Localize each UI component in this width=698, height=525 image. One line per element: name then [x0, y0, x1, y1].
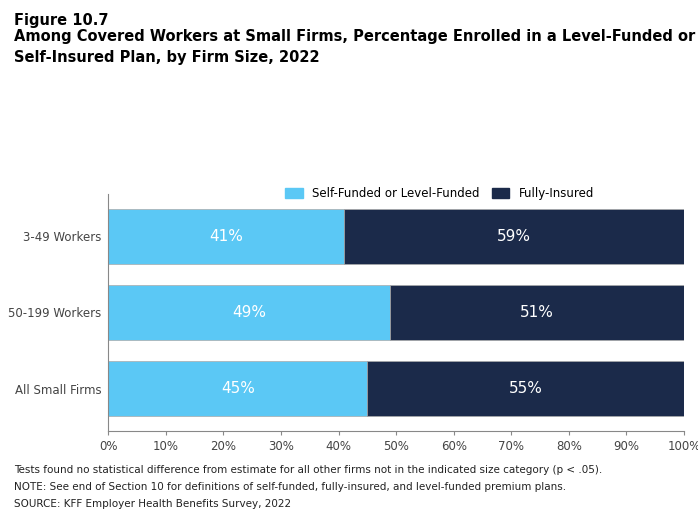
Text: Tests found no statistical difference from estimate for all other firms not in t: Tests found no statistical difference fr… [14, 465, 602, 475]
Text: NOTE: See end of Section 10 for definitions of self-funded, fully-insured, and l: NOTE: See end of Section 10 for definiti… [14, 482, 566, 492]
Bar [108, 361, 367, 416]
Text: 55%: 55% [509, 381, 542, 396]
Text: 41%: 41% [209, 229, 243, 244]
Text: SOURCE: KFF Employer Health Benefits Survey, 2022: SOURCE: KFF Employer Health Benefits Sur… [14, 499, 291, 509]
Text: Among Covered Workers at Small Firms, Percentage Enrolled in a Level-Funded or: Among Covered Workers at Small Firms, Pe… [14, 29, 695, 44]
Text: 59%: 59% [497, 229, 531, 244]
Bar [344, 209, 684, 264]
Bar [108, 285, 390, 340]
Bar [390, 285, 684, 340]
Text: Self-Insured Plan, by Firm Size, 2022: Self-Insured Plan, by Firm Size, 2022 [14, 50, 320, 65]
Bar [108, 209, 344, 264]
Text: Figure 10.7: Figure 10.7 [14, 13, 108, 28]
Bar [367, 361, 684, 416]
Text: 49%: 49% [232, 305, 266, 320]
Legend: Self-Funded or Level-Funded, Fully-Insured: Self-Funded or Level-Funded, Fully-Insur… [285, 187, 594, 200]
Text: 51%: 51% [520, 305, 554, 320]
Text: 45%: 45% [221, 381, 255, 396]
